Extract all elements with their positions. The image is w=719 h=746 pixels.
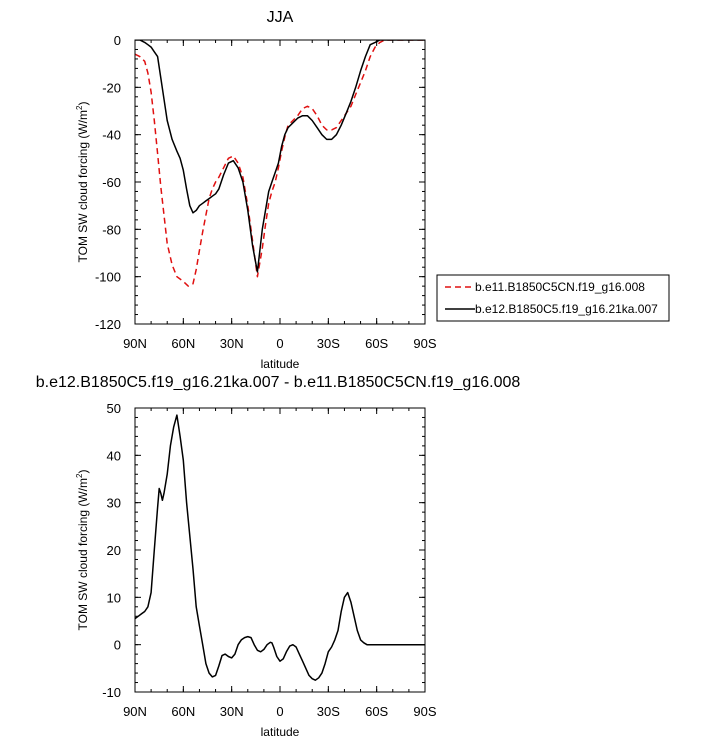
x-tick-label: 60S [365, 704, 388, 719]
y-tick-label: -10 [102, 685, 121, 700]
y-axis-label: TOM SW cloud forcing (W/m2) [75, 470, 90, 631]
plot-frame [134, 407, 426, 693]
x-axis-label: latitude [261, 357, 300, 371]
y-axis-label-main: TOM SW cloud forcing (W/m [76, 110, 90, 262]
legend-box [436, 274, 670, 322]
legend-label-0: b.e11.B1850C5CN.f19_g16.008 [475, 280, 645, 294]
y-axis-label: TOM SW cloud forcing (W/m2) [75, 102, 90, 263]
x-tick-label: 60N [171, 336, 195, 351]
y-tick-label: -20 [102, 80, 121, 95]
y-axis-label-superscript: 2 [75, 473, 84, 478]
legend: b.e11.B1850C5CN.f19_g16.008 b.e12.B1850C5… [436, 274, 670, 322]
y-tick-label: 20 [107, 543, 121, 558]
x-tick-label: 90N [123, 704, 147, 719]
y-tick-label: 50 [107, 401, 121, 416]
legend-label-1: b.e12.B1850C5.f19_g16.21ka.007 [475, 302, 658, 316]
y-axis-label-superscript: 2 [75, 105, 84, 110]
series-line-1 [135, 40, 425, 273]
y-tick-label: 0 [114, 33, 121, 48]
y-tick-label: -80 [102, 222, 121, 237]
plot-frame [134, 39, 426, 325]
x-tick-label: 30N [220, 336, 244, 351]
x-tick-label: 90N [123, 336, 147, 351]
x-tick-label: 30S [317, 336, 340, 351]
series-line-0 [135, 40, 425, 287]
x-tick-label: 90S [413, 336, 436, 351]
chart-title: JJA [267, 9, 294, 26]
y-tick-label: 40 [107, 448, 121, 463]
y-axis-label-main: TOM SW cloud forcing (W/m [76, 478, 90, 630]
top-panel: JJA 90N 60N 30N 0 30S 60S 90S 0 -20 -40 -60 -80 -100 -… [75, 9, 670, 371]
y-axis-label-close: ) [76, 470, 90, 474]
y-tick-label: -60 [102, 175, 121, 190]
y-tick-label: -120 [95, 317, 121, 332]
series-line-0 [135, 414, 425, 681]
bottom-panel: b.e12.B1850C5.f19_g16.21ka.007 - b.e11.B… [36, 374, 521, 739]
x-tick-label: 30N [220, 704, 244, 719]
x-tick-label: 60N [171, 704, 195, 719]
y-tick-label: -40 [102, 128, 121, 143]
x-tick-label: 30S [317, 704, 340, 719]
x-tick-label: 90S [413, 704, 436, 719]
y-tick-label: -100 [95, 270, 121, 285]
x-axis-label: latitude [261, 725, 300, 739]
y-axis-label-close: ) [76, 102, 90, 106]
y-tick-label: 10 [107, 590, 121, 605]
x-tick-label: 0 [276, 336, 283, 351]
x-tick-label: 60S [365, 336, 388, 351]
chart-title: b.e12.B1850C5.f19_g16.21ka.007 - b.e11.B… [36, 374, 521, 391]
y-tick-label: 0 [114, 638, 121, 653]
y-tick-label: 30 [107, 496, 121, 511]
x-tick-label: 0 [276, 704, 283, 719]
